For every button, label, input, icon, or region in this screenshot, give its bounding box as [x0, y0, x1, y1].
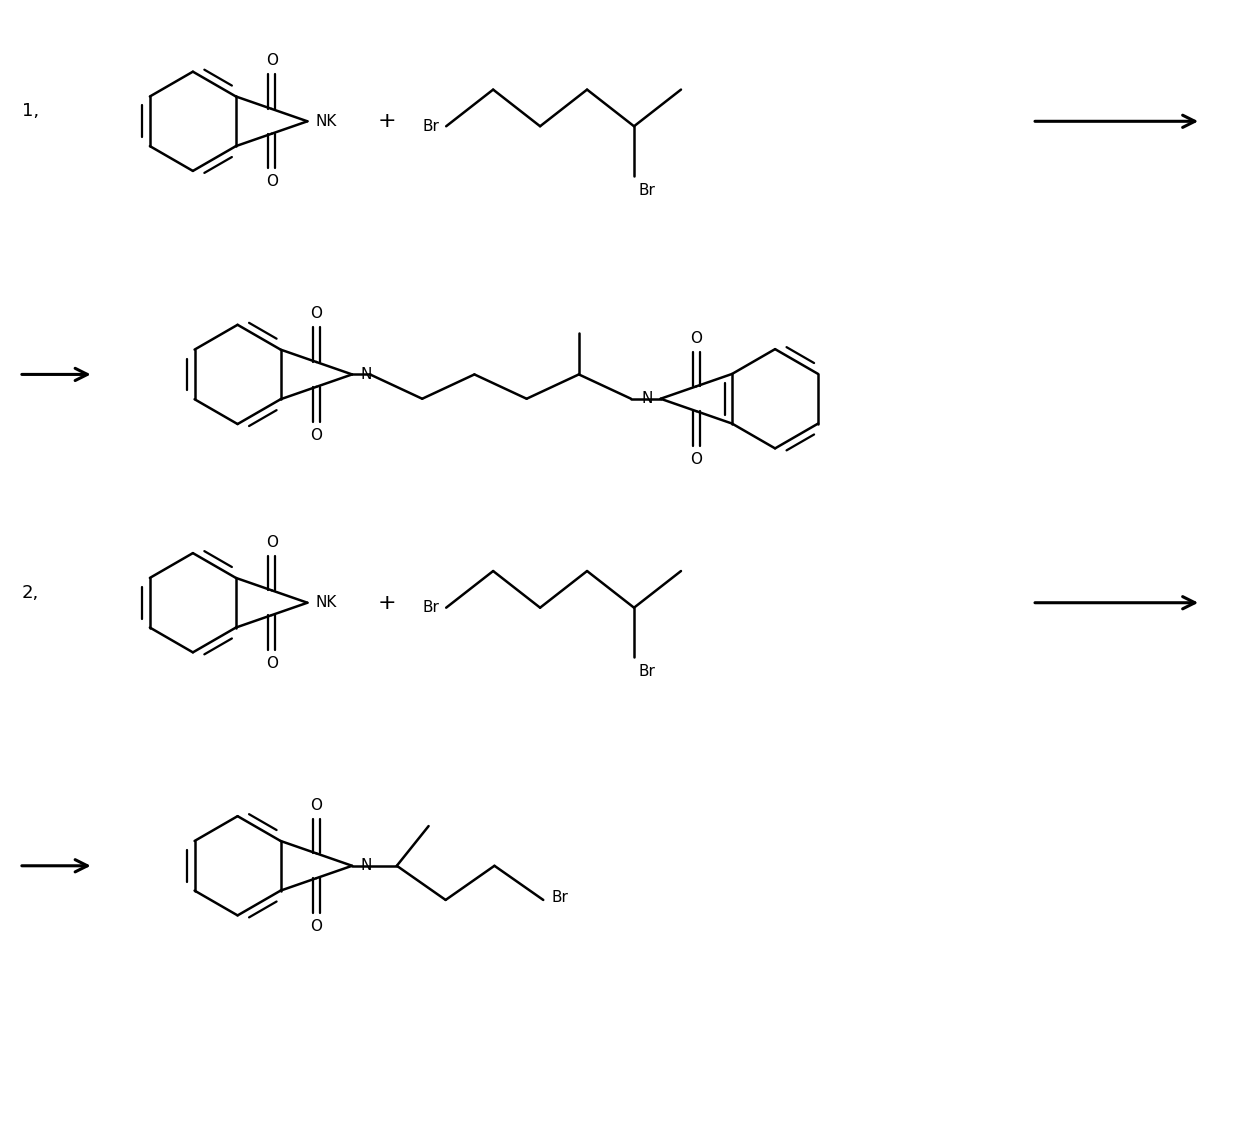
Text: 2,: 2, [22, 583, 40, 602]
Text: O: O [310, 427, 322, 443]
Text: NK: NK [316, 113, 337, 129]
Text: O: O [310, 919, 322, 934]
Text: Br: Br [639, 182, 655, 198]
Text: N: N [361, 367, 372, 382]
Text: NK: NK [316, 595, 337, 611]
Text: Br: Br [551, 891, 569, 905]
Text: 1,: 1, [22, 102, 40, 120]
Text: Br: Br [422, 119, 439, 134]
Text: Br: Br [422, 600, 439, 615]
Text: +: + [377, 593, 396, 613]
Text: O: O [265, 174, 278, 189]
Text: N: N [361, 859, 372, 874]
Text: O: O [265, 53, 278, 68]
Text: O: O [265, 656, 278, 671]
Text: O: O [690, 331, 703, 346]
Text: O: O [265, 535, 278, 550]
Text: O: O [310, 306, 322, 322]
Text: N: N [642, 391, 653, 407]
Text: +: + [377, 111, 396, 131]
Text: Br: Br [639, 664, 655, 680]
Text: O: O [310, 798, 322, 812]
Text: O: O [690, 452, 703, 467]
